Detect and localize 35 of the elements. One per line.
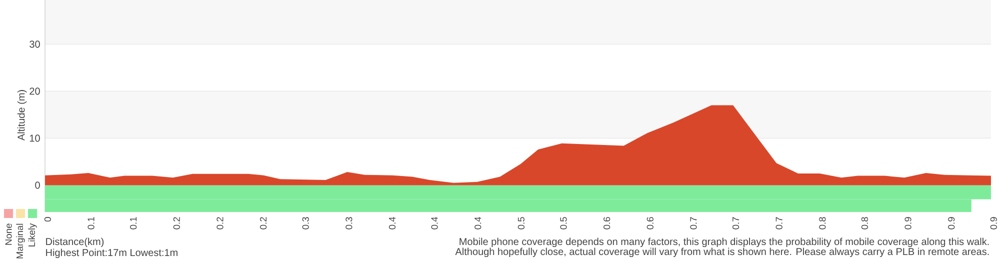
legend-label: None [5, 224, 12, 245]
legend-label: Marginal [16, 224, 25, 258]
x-tick-label: 0.7 [690, 217, 697, 230]
x-tick-label: 0.8 [861, 217, 868, 230]
y-tick-label: 10 [30, 134, 40, 142]
x-tick-label: 0.5 [560, 217, 567, 230]
y-tick-label: 30 [30, 40, 40, 48]
x-tick-label: 0.7 [732, 217, 740, 230]
text: Mobile phone coverage depends on many factors, this graph displays the probability of mobile coverage along this walk. [460, 238, 989, 248]
x-tick-label: 0.9 [904, 217, 912, 230]
x-tick-label: 0.4 [474, 216, 482, 230]
x-tick-label: 0.2 [173, 217, 180, 230]
y-tick-label: 0 [35, 182, 40, 189]
x-tick-label: 0.1 [88, 217, 94, 230]
legend-label: Likely [28, 223, 37, 246]
x-tick-label: 0.6 [646, 217, 654, 230]
x-tick-label: 0.3 [346, 217, 352, 230]
x-tick-label: 0.2 [260, 217, 267, 230]
x-tick-label: 0.9 [990, 217, 997, 230]
x-tick-label: 0.9 [948, 217, 955, 230]
x-tick-label: 0.8 [819, 217, 826, 230]
x-tick-label: 0.6 [604, 217, 610, 230]
y-axis-title: Altitude (m) [17, 90, 27, 141]
x-tick-label: 0.3 [302, 217, 309, 230]
text: Although hopefully close, actual coverage will vary from what is shown here. Please always carry a PLB in remote areas. [455, 248, 989, 258]
x-tick-label: 0.4 [431, 216, 438, 230]
y-tick-label: 20 [30, 88, 40, 95]
x-axis-title: Distance(km) [46, 238, 104, 248]
x-tick-label: 0.4 [388, 216, 396, 230]
x-tick-label: 0.5 [518, 217, 524, 230]
text: Highest Point:17m Lowest:1m [46, 248, 178, 258]
x-tick-label: 0.1 [130, 217, 137, 230]
x-tick-label: 0.7 [776, 217, 782, 230]
x-tick-label: 0.2 [216, 217, 224, 230]
x-tick-label: 0 [44, 217, 51, 222]
